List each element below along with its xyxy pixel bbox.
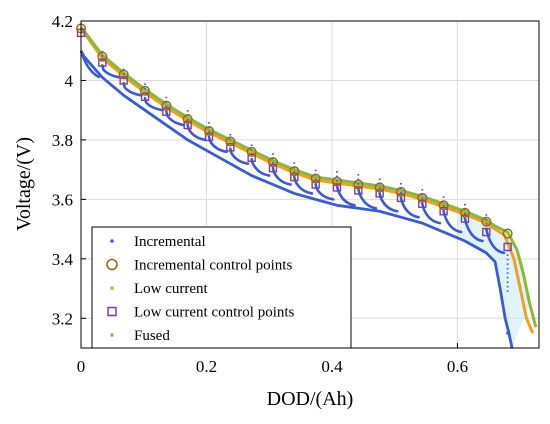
- legend-label-low_current_ctrl: Low current control points: [134, 305, 295, 321]
- incremental-pulse: [335, 184, 356, 207]
- low-current-control-point: [183, 120, 192, 130]
- low-current-control-point: [354, 186, 363, 195]
- low-current-control-point: [290, 172, 299, 182]
- low-current-control-point: [98, 58, 107, 67]
- low-current-control-point: [439, 207, 448, 216]
- x-axis-label: DOD/(Ah): [267, 388, 354, 410]
- low-current-control-point: [119, 76, 128, 85]
- low-current-control-point: [204, 132, 214, 142]
- legend-marker-incremental: [110, 239, 114, 243]
- incremental-control-point: [246, 146, 257, 157]
- incremental-control-point: [289, 166, 300, 177]
- y-axis-label: Voltage/(V): [13, 137, 35, 231]
- x-tick-label: 0: [77, 357, 86, 376]
- low-current-control-point: [332, 183, 342, 192]
- low-current-control-point: [311, 180, 320, 189]
- incremental-control-point: [310, 173, 321, 184]
- y-tick-label: 3.8: [52, 131, 73, 150]
- legend-marker-fused: [110, 333, 114, 337]
- low-current-control-point: [247, 153, 256, 162]
- incremental-pulse: [122, 82, 143, 97]
- incremental-control-point: [267, 157, 279, 168]
- incremental-control-point: [182, 114, 193, 125]
- y-tick-label: 3.4: [52, 250, 74, 269]
- low-current-control-point: [482, 227, 491, 237]
- incremental-control-point: [203, 125, 215, 137]
- incremental-pulse: [143, 96, 164, 112]
- y-tick-label: 3.6: [52, 190, 73, 209]
- legend-marker-incremental_ctrl: [106, 258, 118, 271]
- low-current-control-point: [375, 189, 384, 198]
- low-current-control-point: [460, 214, 470, 223]
- incremental-initial: [79, 50, 101, 79]
- y-tick-label: 3.2: [52, 309, 73, 328]
- incremental-pulse: [101, 64, 122, 79]
- incremental-point: [506, 331, 510, 335]
- legend-label-incremental_ctrl: Incremental control points: [134, 258, 292, 274]
- incremental-control-point: [374, 182, 385, 193]
- legend: Incremental Incremental control points Low…: [91, 226, 352, 349]
- low-current-control-point: [268, 163, 278, 173]
- incremental-control-point: [353, 179, 364, 190]
- incremental-control-point: [502, 228, 513, 239]
- incremental-control-point: [481, 216, 492, 227]
- low-current-control-point: [418, 199, 427, 209]
- legend-box: [91, 226, 352, 349]
- incremental-pulse: [229, 147, 250, 165]
- incremental-control-point: [225, 136, 236, 147]
- incremental-control-point: [139, 85, 151, 96]
- incremental-pulse: [357, 187, 378, 210]
- low-current-control-point: [162, 107, 171, 116]
- low-current-control-point: [140, 92, 150, 102]
- incremental-control-point: [438, 200, 449, 211]
- legend-marker-low_current_ctrl: [107, 306, 117, 317]
- incremental-control-point: [331, 176, 343, 187]
- x-tick-label: 0.4: [321, 357, 343, 376]
- low-current-control-point: [226, 143, 235, 152]
- legend-marker-low_current: [110, 286, 114, 290]
- y-tick-label: 4.2: [52, 12, 73, 31]
- incremental-pulse: [484, 227, 506, 255]
- incremental-control-point: [459, 207, 471, 218]
- incremental-control-point: [395, 186, 407, 197]
- incremental-pulse: [250, 157, 271, 177]
- x-tick-label: 0.6: [447, 357, 468, 376]
- incremental-control-point: [97, 51, 108, 62]
- series-incremental: [79, 50, 514, 349]
- legend-label-incremental: Incremental: [134, 234, 206, 250]
- incremental-control-point: [417, 192, 428, 203]
- y-tick-label: 4: [65, 71, 74, 90]
- axis-ticks: 0 0.2 0.4 0.6 3.2 3.4 3.6 3.8 4 4.2: [52, 12, 468, 376]
- incremental-control-point: [161, 100, 172, 111]
- legend-label-low_current: Low current: [134, 281, 209, 297]
- data-layer: [75, 23, 538, 349]
- legend-label-fused: Fused: [134, 328, 170, 344]
- x-tick-label: 0.2: [196, 357, 217, 376]
- low-current-control-point: [503, 242, 512, 252]
- low-current-control-point: [396, 193, 406, 203]
- incremental-control-point: [118, 69, 129, 80]
